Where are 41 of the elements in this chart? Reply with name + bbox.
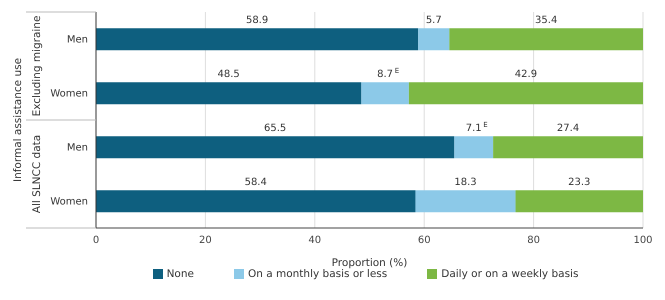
- x-tick-label: 60: [418, 235, 431, 246]
- text: All SLNCC data: [31, 134, 43, 214]
- data-label: 8.7$^{E}$: [377, 67, 400, 80]
- data-label: 58.4: [244, 177, 267, 188]
- bar: [493, 136, 643, 158]
- bar: [96, 82, 362, 104]
- data-label: 48.5: [218, 69, 240, 80]
- bar: [415, 190, 516, 212]
- data-label: 42.9: [514, 69, 538, 80]
- data-label: 5.7: [426, 15, 442, 26]
- bar: [96, 136, 454, 158]
- legend-label: On a monthly basis or less: [248, 268, 388, 280]
- bar: [454, 136, 494, 158]
- legend-label: None: [166, 268, 194, 280]
- data-label: 65.5: [264, 123, 286, 134]
- y-tick-label: Men: [66, 34, 88, 46]
- data-label: 35.4: [535, 15, 558, 26]
- y-tick-label: Men: [66, 142, 88, 154]
- y-tick-label: Women: [50, 88, 88, 100]
- x-tick-label: 0: [92, 235, 100, 246]
- x-tick-label: 20: [199, 235, 212, 246]
- bar: [449, 28, 643, 50]
- x-tick-label: 100: [633, 235, 653, 246]
- bar: [516, 190, 643, 212]
- x-tick-label: 80: [527, 235, 540, 246]
- data-label: 7.1$^{E}$: [466, 121, 488, 134]
- y-axis-title: Informal assistance use: [12, 58, 24, 182]
- bar: [418, 28, 450, 50]
- data-label: 18.3: [454, 177, 477, 188]
- bar: [408, 82, 643, 104]
- y-tick-label: Women: [50, 196, 88, 208]
- x-axis-title: Proportion (%): [332, 257, 408, 269]
- text: Excluding migraine: [31, 16, 43, 116]
- data-label: 23.3: [568, 177, 590, 188]
- x-tick-label: 40: [308, 235, 322, 246]
- data-label: 58.9: [246, 15, 268, 26]
- data-label: 27.4: [556, 123, 580, 134]
- bar: [96, 190, 416, 212]
- bar: [96, 28, 418, 50]
- bar: [361, 82, 409, 104]
- legend-label: Daily or on a weekly basis: [441, 268, 578, 280]
